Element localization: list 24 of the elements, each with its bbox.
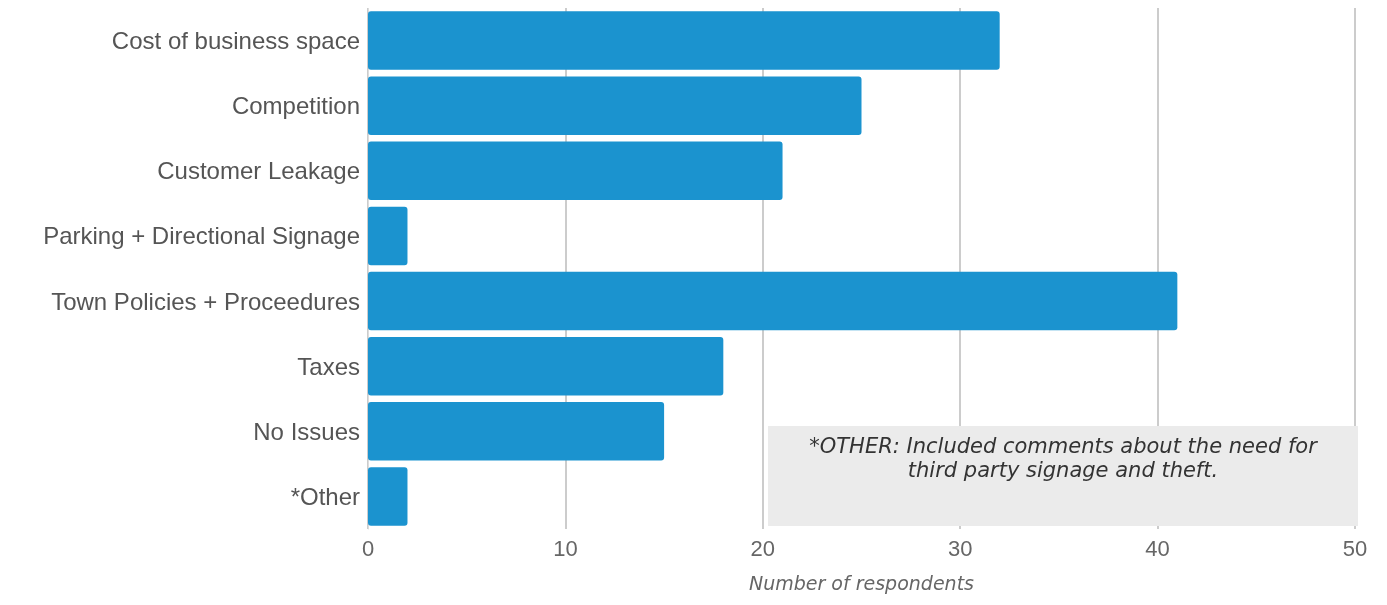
bar: [368, 402, 665, 461]
y-tick-label: Customer Leakage: [157, 157, 360, 185]
x-tick-label: 40: [1145, 535, 1170, 561]
x-tick-label: 10: [553, 535, 578, 561]
bar: [368, 336, 724, 396]
bar: [368, 206, 408, 266]
y-tick-label: Parking + Directional Signage: [43, 222, 360, 250]
y-tick-label: *Other: [290, 482, 360, 510]
y-tick-label: Competition: [231, 92, 360, 120]
y-tick-label: Town Policies + Proceedures: [51, 287, 360, 315]
bar: [368, 11, 1000, 70]
x-tick-label: 30: [947, 535, 973, 561]
y-tick-label: Cost of business space: [111, 27, 360, 55]
bar: [368, 271, 1178, 331]
y-tick-label: No Issues: [253, 417, 360, 445]
bar: [368, 141, 783, 201]
x-tick-label: 20: [750, 535, 776, 561]
x-tick-label: 0: [361, 535, 375, 561]
x-axis-title: Number of respondents: [749, 571, 975, 594]
y-tick-label: Taxes: [297, 352, 360, 380]
x-tick-label: 50: [1342, 535, 1368, 561]
note-panel: *OTHER: Included comments about the need for third party signage and theft.: [768, 426, 1358, 526]
bar: [368, 76, 862, 135]
bar: [368, 467, 408, 526]
